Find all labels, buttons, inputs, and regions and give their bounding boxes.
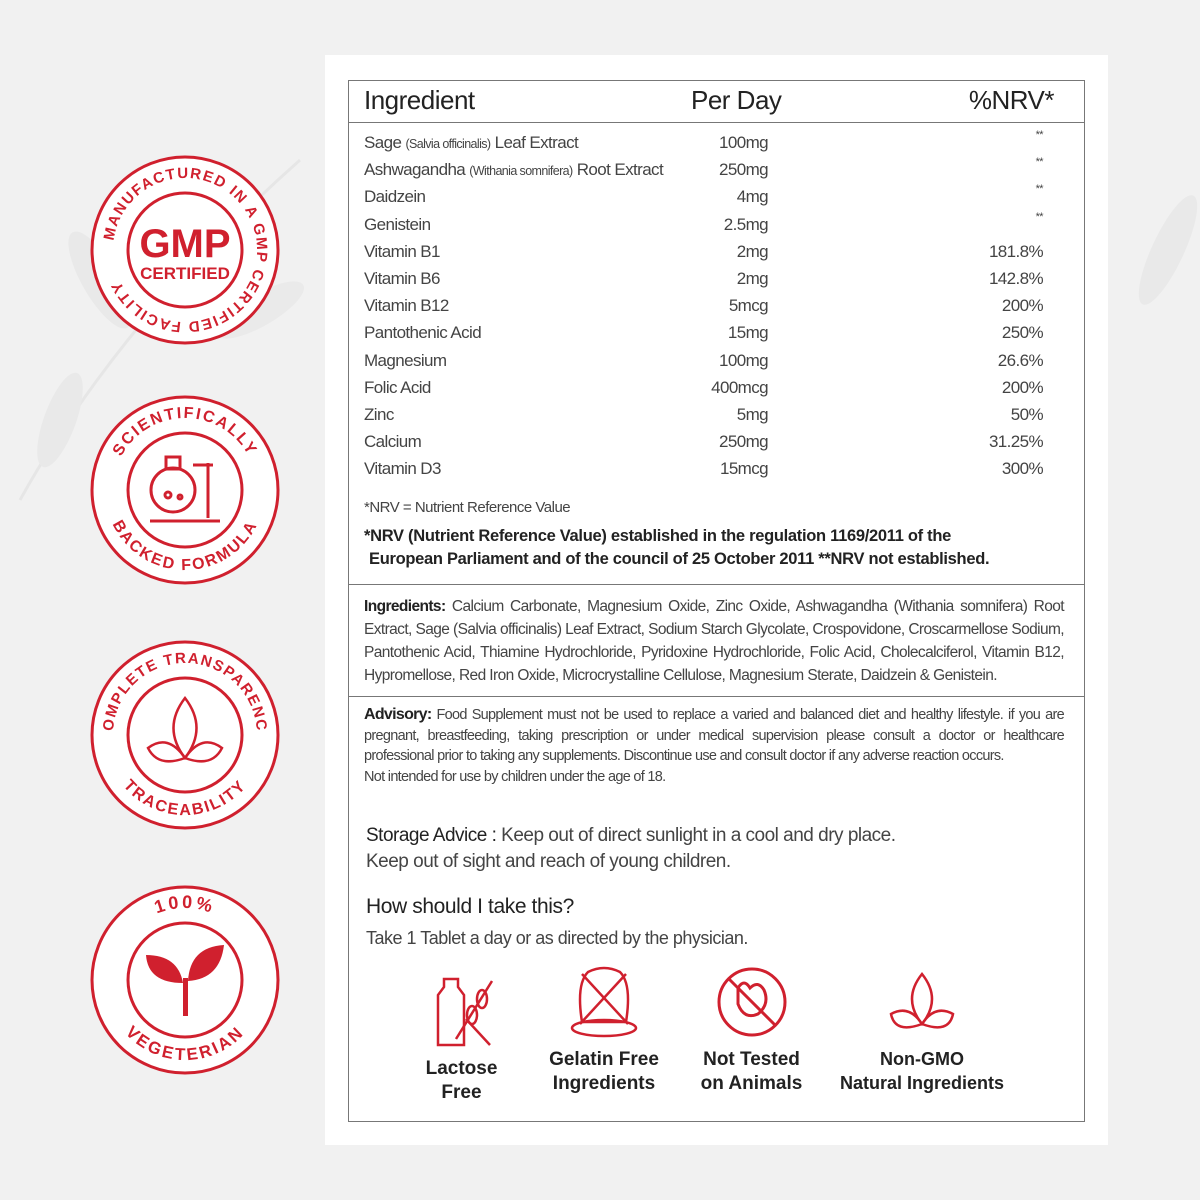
decorative-leaf-icon bbox=[1138, 195, 1198, 305]
nrv-regulation-note: *NRV (Nutrient Reference Value) establis… bbox=[364, 527, 990, 568]
per-day-value: 2mg bbox=[736, 241, 769, 261]
header-ingredient: Ingredient bbox=[364, 85, 475, 115]
ingredient-name: Sage (Salvia officinalis) Leaf Extract bbox=[364, 133, 579, 152]
table-row: Vitamin B1 2mg 181.8% bbox=[364, 242, 1064, 269]
nrv-value: ** bbox=[1035, 156, 1044, 169]
divider bbox=[349, 584, 1084, 585]
per-day-value: 4mg bbox=[736, 187, 769, 207]
nrv-value: 200% bbox=[1001, 296, 1044, 316]
table-row: Daidzein 4mg ** bbox=[364, 183, 1064, 214]
label-card: Ingredient Per Day %NRV* Sage (Salvia of… bbox=[325, 55, 1108, 1145]
per-day-value: 2mg bbox=[736, 269, 769, 288]
gelatin-free-icon bbox=[570, 966, 638, 1038]
nrv-value: 50% bbox=[1010, 405, 1044, 424]
flask-icon bbox=[149, 455, 220, 523]
gmp-certified-badge: MANUFACTURED IN A GMP CERTIFIED FACILITY… bbox=[90, 155, 280, 345]
table-row: Vitamin D3 15mcg 300% bbox=[364, 459, 1064, 486]
ingredient-name: Vitamin B6 bbox=[364, 269, 441, 288]
vegetarian-badge: 100% VEGETERIAN bbox=[90, 885, 280, 1075]
lactose-free-icon bbox=[436, 977, 493, 1047]
not-tested-on-animals-icon bbox=[717, 967, 786, 1037]
feature-non-gmo: Non-GMO Natural Ingredients bbox=[827, 969, 1017, 1095]
advisory-text: Advisory: Food Supplement must not be us… bbox=[364, 706, 1065, 785]
header-per-day: Per Day bbox=[691, 85, 782, 115]
non-gmo-icon bbox=[889, 971, 955, 1029]
ingredient-name: Vitamin B12 bbox=[364, 296, 449, 316]
sprout-icon bbox=[146, 945, 224, 1016]
nrv-value: 250% bbox=[1001, 323, 1044, 343]
per-day-value: 5mcg bbox=[728, 296, 769, 316]
nrv-value: 26.6% bbox=[997, 350, 1044, 370]
nrv-footnote: *NRV = Nutrient Reference Value bbox=[364, 499, 571, 516]
ingredient-name: Folic Acid bbox=[364, 377, 431, 397]
feature-not-tested-on-animals: Not Tested on Animals bbox=[689, 964, 814, 1096]
header-nrv: %NRV* bbox=[968, 85, 1055, 115]
divider bbox=[349, 696, 1084, 697]
per-day-value: 100mg bbox=[719, 350, 769, 370]
per-day-value: 15mg bbox=[727, 323, 769, 343]
ingredient-name: Calcium bbox=[364, 432, 422, 452]
per-day-value: 100mg bbox=[719, 133, 769, 152]
usage-question: How should I take this? bbox=[366, 895, 574, 918]
per-day-value: 250mg bbox=[719, 160, 769, 180]
per-day-value: 5mg bbox=[736, 405, 769, 424]
table-row: Genistein 2.5mg ** bbox=[364, 211, 1064, 242]
table-row: Sage (Salvia officinalis) Leaf Extract 10… bbox=[364, 129, 1064, 160]
ingredient-name: Genistein bbox=[364, 214, 431, 234]
nrv-value: 142.8% bbox=[988, 269, 1044, 288]
table-header: Ingredient Per Day %NRV* bbox=[349, 81, 1084, 123]
per-day-value: 250mg bbox=[719, 432, 769, 452]
nrv-value: ** bbox=[1035, 183, 1044, 196]
ingredient-name: Pantothenic Acid bbox=[364, 323, 482, 343]
table-row: Folic Acid 400mcg 200% bbox=[364, 378, 1064, 405]
nrv-value: 200% bbox=[1001, 377, 1044, 397]
nrv-value: ** bbox=[1035, 129, 1044, 141]
ingredient-name: Vitamin B1 bbox=[364, 241, 441, 261]
gmp-title: GMP bbox=[139, 222, 230, 266]
per-day-value: 400mcg bbox=[711, 377, 768, 397]
table-row: Pantothenic Acid 15mg 250% bbox=[364, 323, 1064, 350]
table-row: Vitamin B6 2mg 142.8% bbox=[364, 269, 1064, 296]
nrv-value: 300% bbox=[1001, 459, 1044, 479]
feature-lactose-free: Lactose Free bbox=[404, 969, 519, 1105]
table-row: Ashwagandha (Withania somnifera) Root Ex… bbox=[364, 156, 1064, 187]
ingredient-name: Magnesium bbox=[364, 350, 447, 370]
nrv-value: 31.25% bbox=[988, 432, 1044, 452]
leaf-icon bbox=[146, 695, 224, 763]
feature-gelatin-free: Gelatin Free Ingredients bbox=[534, 964, 674, 1096]
ingredient-name: Zinc bbox=[364, 405, 394, 424]
gmp-sub: CERTIFIED bbox=[140, 264, 230, 283]
usage-answer: Take 1 Tablet a day or as directed by th… bbox=[366, 928, 748, 948]
ingredient-name: Vitamin D3 bbox=[364, 459, 441, 479]
table-row: Calcium 250mg 31.25% bbox=[364, 432, 1064, 459]
nrv-value: 181.8% bbox=[988, 241, 1044, 261]
per-day-value: 15mcg bbox=[719, 459, 769, 479]
label-box: Ingredient Per Day %NRV* Sage (Salvia of… bbox=[348, 80, 1085, 1122]
ingredients-text: Ingredients: Calcium Carbonate, Magnesiu… bbox=[364, 598, 1065, 684]
scientifically-backed-badge: SCIENTIFICALLY BACKED FORMULA bbox=[90, 395, 280, 585]
ingredient-name: Ashwagandha (Withania somnifera) Root Ex… bbox=[364, 160, 664, 180]
table-row: Zinc 5mg 50% bbox=[364, 405, 1064, 432]
table-row: Vitamin B12 5mcg 200% bbox=[364, 296, 1064, 323]
ingredient-name: Daidzein bbox=[364, 187, 426, 207]
transparency-badge: COMPLETE TRANSPARENCY TRACEABILITY bbox=[88, 638, 280, 830]
table-row: Magnesium 100mg 26.6% bbox=[364, 351, 1064, 378]
per-day-value: 2.5mg bbox=[723, 214, 769, 234]
storage-advice: Storage Advice : Keep out of direct sunl… bbox=[366, 825, 896, 872]
nrv-value: ** bbox=[1035, 210, 1044, 223]
